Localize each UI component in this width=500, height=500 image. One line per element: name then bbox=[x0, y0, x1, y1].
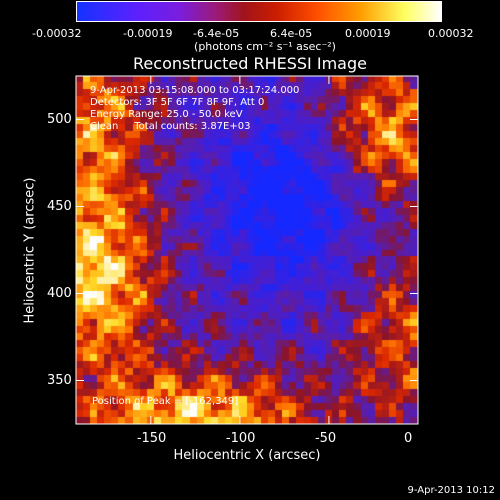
info-overlay: 9-Apr-2013 03:15:08.000 to 03:17:24.000 … bbox=[90, 85, 299, 133]
colorbar-tick-labels: -0.00032 -0.00019 -6.4e-05 6.4e-05 0.000… bbox=[0, 27, 500, 41]
peak-position: Position of Peak = [-162,349] bbox=[92, 396, 239, 407]
clean-counts: Clean Total counts: 3.87E+03 bbox=[90, 121, 251, 132]
detectors: Detectors: 3F 5F 6F 7F 8F 9F, Att 0 bbox=[90, 97, 265, 108]
colorbar-tick-label: -0.00019 bbox=[123, 27, 173, 40]
y-tick-label: 400 bbox=[47, 285, 72, 301]
y-tick-label: 350 bbox=[47, 372, 72, 388]
colorbar-tick-label: 0.00019 bbox=[345, 27, 391, 40]
colorbar-tick-label: 0.00032 bbox=[428, 27, 474, 40]
x-tick-label: -50 bbox=[314, 431, 337, 446]
x-axis-label: Heliocentric X (arcsec) bbox=[173, 448, 321, 463]
energy-range: Energy Range: 25.0 - 50.0 keV bbox=[90, 109, 243, 120]
x-tick-label: 0 bbox=[404, 431, 413, 446]
colorbar-tick-label: -0.00032 bbox=[32, 27, 82, 40]
footer-date: 9-Apr-2013 10:12 bbox=[407, 485, 495, 496]
time-range: 9-Apr-2013 03:15:08.000 to 03:17:24.000 bbox=[90, 85, 300, 96]
colorbar-units: (photons cm⁻² s⁻¹ asec⁻²) bbox=[194, 40, 336, 53]
y-tick-label: 500 bbox=[47, 111, 72, 127]
plot-title: Reconstructed RHESSI Image bbox=[133, 54, 367, 73]
x-tick-label: -100 bbox=[225, 431, 256, 446]
colorbar-gradient bbox=[76, 1, 442, 22]
colorbar-tick-label: -6.4e-05 bbox=[193, 27, 240, 40]
x-tick-labels: -150 -100 -50 0 bbox=[0, 431, 500, 449]
colorbar-tick-label: 6.4e-05 bbox=[270, 27, 313, 40]
x-tick-label: -150 bbox=[136, 431, 167, 446]
y-tick-labels: 350 400 450 500 bbox=[0, 0, 75, 500]
y-axis-label: Heliocentric Y (arcsec) bbox=[22, 177, 38, 324]
y-tick-label: 450 bbox=[47, 198, 72, 214]
